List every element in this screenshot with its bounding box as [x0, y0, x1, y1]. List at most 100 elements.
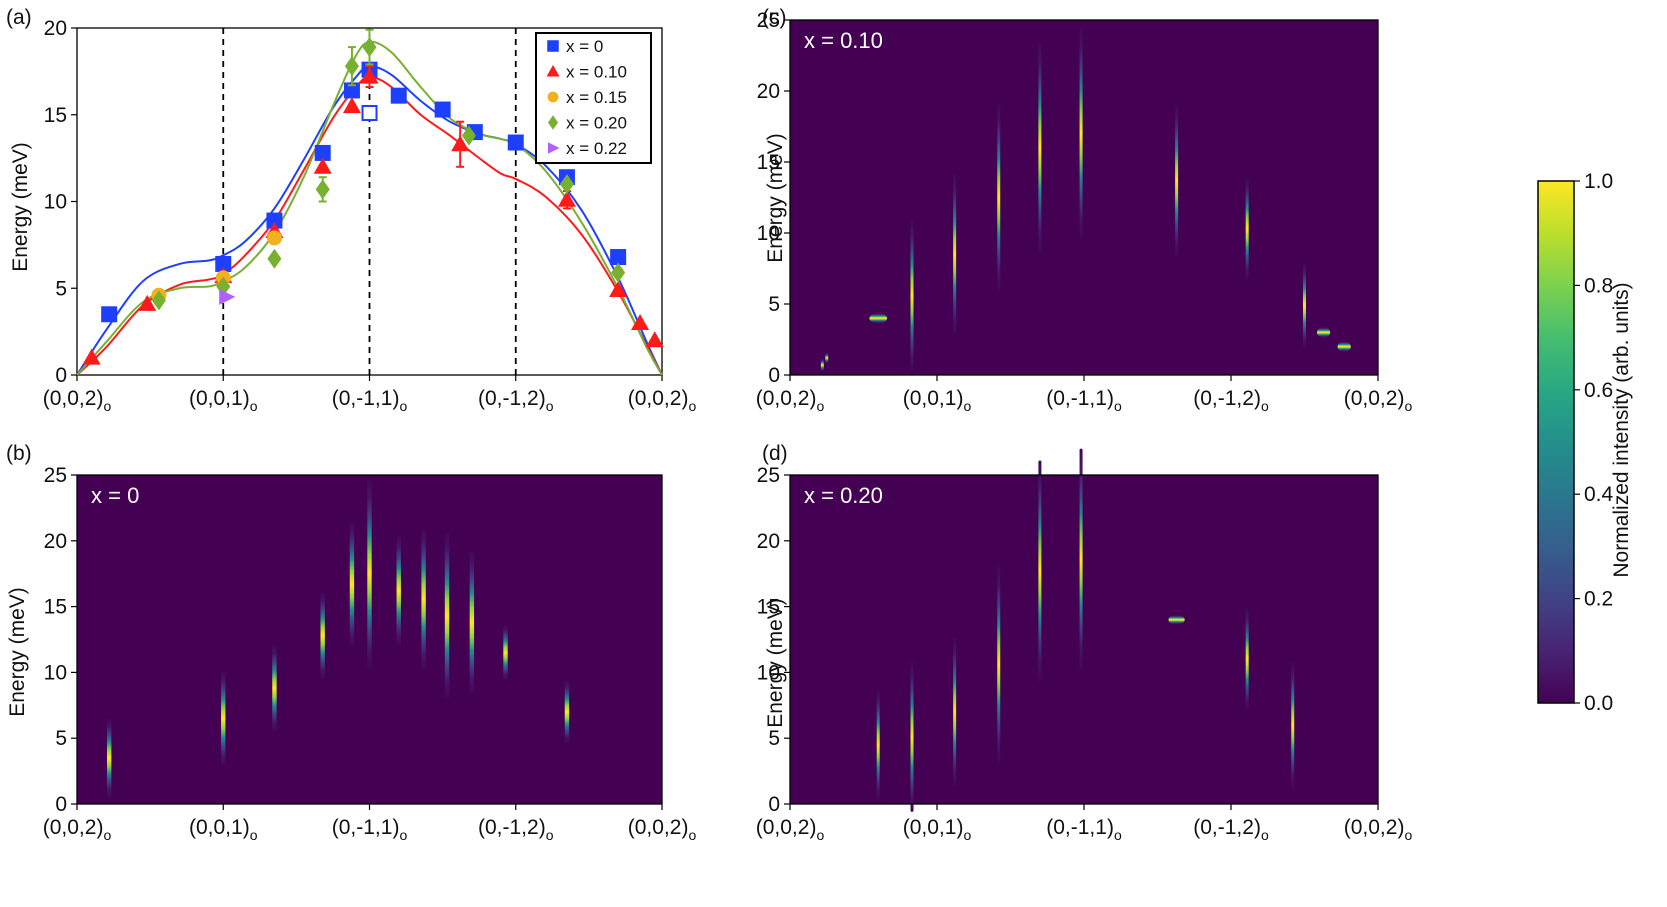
data-point	[610, 249, 627, 266]
intensity-streak	[1079, 27, 1083, 241]
data-point	[138, 294, 157, 311]
panel-d-ylabel: Energy (meV)	[764, 598, 787, 728]
panel-d-xtick-subscript: o	[1114, 827, 1122, 843]
panel-d-xtick-subscript: o	[1261, 827, 1269, 843]
intensity-streak	[1303, 262, 1306, 349]
intensity-streak	[367, 478, 372, 669]
intensity-streak	[221, 671, 226, 766]
data-point	[360, 67, 379, 84]
panel-a-ytick-label: 5	[55, 277, 67, 300]
panel-a: (a) Energy (meV) 0 5 10 15 20 (0,0,2)o (0,0,1)…	[6, 6, 696, 414]
data-point	[342, 97, 361, 114]
panel-a-xtick-label: (0,-1,2)o	[478, 387, 554, 414]
panel-b-xtick-label: (0,-1,2)o	[478, 816, 554, 843]
legend-marker	[546, 65, 560, 77]
panel-b-label: (b)	[6, 442, 32, 465]
panel-b-xtick-subscript: o	[688, 827, 696, 843]
data-point	[267, 248, 282, 269]
series-x020	[151, 28, 626, 311]
panel-d-ytick-label: 5	[768, 727, 780, 750]
panel-d-ytick-label: 15	[757, 596, 780, 619]
data-point	[557, 190, 576, 207]
panel-d-ytick-label: 25	[757, 464, 780, 487]
legend-marker	[547, 115, 559, 130]
intensity-streak	[349, 521, 355, 648]
intensity-streak	[1175, 103, 1179, 258]
panel-b-ytick-label: 5	[55, 727, 67, 750]
colorbar-label: Normalized intensity (arb. units)	[1610, 282, 1633, 577]
panel-a-xtick-label: (0,0,2)o	[628, 387, 697, 414]
panel-d-ytick-label: 20	[757, 530, 780, 553]
colorbar: Normalized intensity (arb. units) 0.0 0.2…	[1537, 170, 1633, 715]
colorbar-tick-label: 0.6	[1584, 379, 1613, 402]
intensity-streak	[910, 218, 914, 373]
intensity-streak	[953, 173, 957, 336]
panel-d-xtick-subscript: o	[816, 827, 824, 843]
intensity-streak	[1168, 615, 1185, 625]
panel-b-xtick-label: (0,0,2)o	[628, 816, 697, 843]
colorbar-tick-label: 0.0	[1584, 692, 1613, 715]
panel-d-xtick-subscript: o	[963, 827, 971, 843]
intensity-streak	[564, 680, 570, 744]
panel-a-ytick-label: 0	[55, 364, 67, 387]
panel-d-plot-area	[790, 475, 1378, 804]
data-point	[559, 174, 574, 195]
intensity-streak	[106, 718, 112, 798]
legend-marker	[547, 40, 559, 52]
panel-a-xtick-subscript: o	[103, 398, 111, 414]
legend-entry: x = 0.15	[566, 88, 627, 107]
legend-entry: x = 0	[566, 37, 603, 56]
panel-c-composition-label: x = 0.10	[804, 28, 883, 53]
legend: x = 0 x = 0.10 x = 0.15 x = 0.20 x = 0.22	[535, 32, 652, 164]
panel-a-xtick-subscript: o	[250, 398, 258, 414]
intensity-streak	[1079, 448, 1083, 670]
panel-d-xtick-label: (0,0,1)o	[903, 816, 972, 843]
panel-d-label: (d)	[762, 442, 788, 465]
data-point	[344, 56, 359, 77]
data-point	[461, 125, 476, 146]
panel-c-ytick-label: 25	[757, 9, 780, 32]
panel-c-xtick-subscript: o	[816, 398, 824, 414]
panel-d-xtick-label: (0,0,2)o	[1344, 816, 1413, 843]
panel-c-xtick-subscript: o	[1404, 398, 1412, 414]
data-point	[82, 348, 101, 365]
intensity-streak	[953, 636, 957, 787]
panel-a-xtick-subscript: o	[399, 398, 407, 414]
panel-c-xtick-label: (0,0,2)o	[1344, 387, 1413, 414]
panel-b-xtick-subscript: o	[546, 827, 554, 843]
panel-a-ytick-label: 20	[44, 17, 67, 40]
panel-b-ytick-label: 15	[44, 596, 67, 619]
intensity-streak	[876, 689, 880, 801]
legend-marker	[547, 91, 559, 103]
colorbar-gradient	[1537, 180, 1575, 704]
panel-c-xtick-subscript: o	[1261, 398, 1269, 414]
panel-c-ytick-label: 20	[757, 80, 780, 103]
panel-d-ytick-label: 0	[768, 793, 780, 816]
intensity-streak	[272, 644, 277, 732]
panel-c-xtick-subscript: o	[963, 398, 971, 414]
panel-b-ylabel: Energy (meV)	[6, 587, 29, 717]
panel-d-xtick-subscript: o	[1404, 827, 1412, 843]
data-point	[362, 37, 377, 58]
colorbar-tick-label: 1.0	[1584, 170, 1613, 193]
panel-c-xtick-subscript: o	[1114, 398, 1122, 414]
intensity-streak	[320, 592, 325, 679]
panel-a-xtick-label: (0,0,2)o	[43, 387, 112, 414]
data-point	[101, 306, 118, 323]
panel-c-xtick-label: (0,-1,2)o	[1193, 387, 1269, 414]
intensity-streak	[421, 527, 426, 670]
panel-c-ytick-label: 0	[768, 364, 780, 387]
intensity-streak	[869, 313, 888, 324]
panel-c-xtick-label: (0,0,2)o	[756, 387, 825, 414]
panel-b-composition-label: x = 0	[91, 483, 139, 508]
panel-d-composition-label: x = 0.20	[804, 483, 883, 508]
data-point	[611, 262, 626, 283]
panel-c-xtick-label: (0,0,1)o	[903, 387, 972, 414]
colorbar-tick-label: 0.4	[1584, 483, 1614, 506]
panel-c-plot-area	[790, 20, 1378, 375]
panel-a-ytick-label: 15	[44, 104, 67, 127]
panel-b-xtick-label: (0,-1,1)o	[332, 816, 408, 843]
intensity-streak	[1291, 661, 1295, 789]
panel-a-ytick-label: 10	[44, 191, 67, 214]
intensity-streak	[503, 625, 508, 681]
